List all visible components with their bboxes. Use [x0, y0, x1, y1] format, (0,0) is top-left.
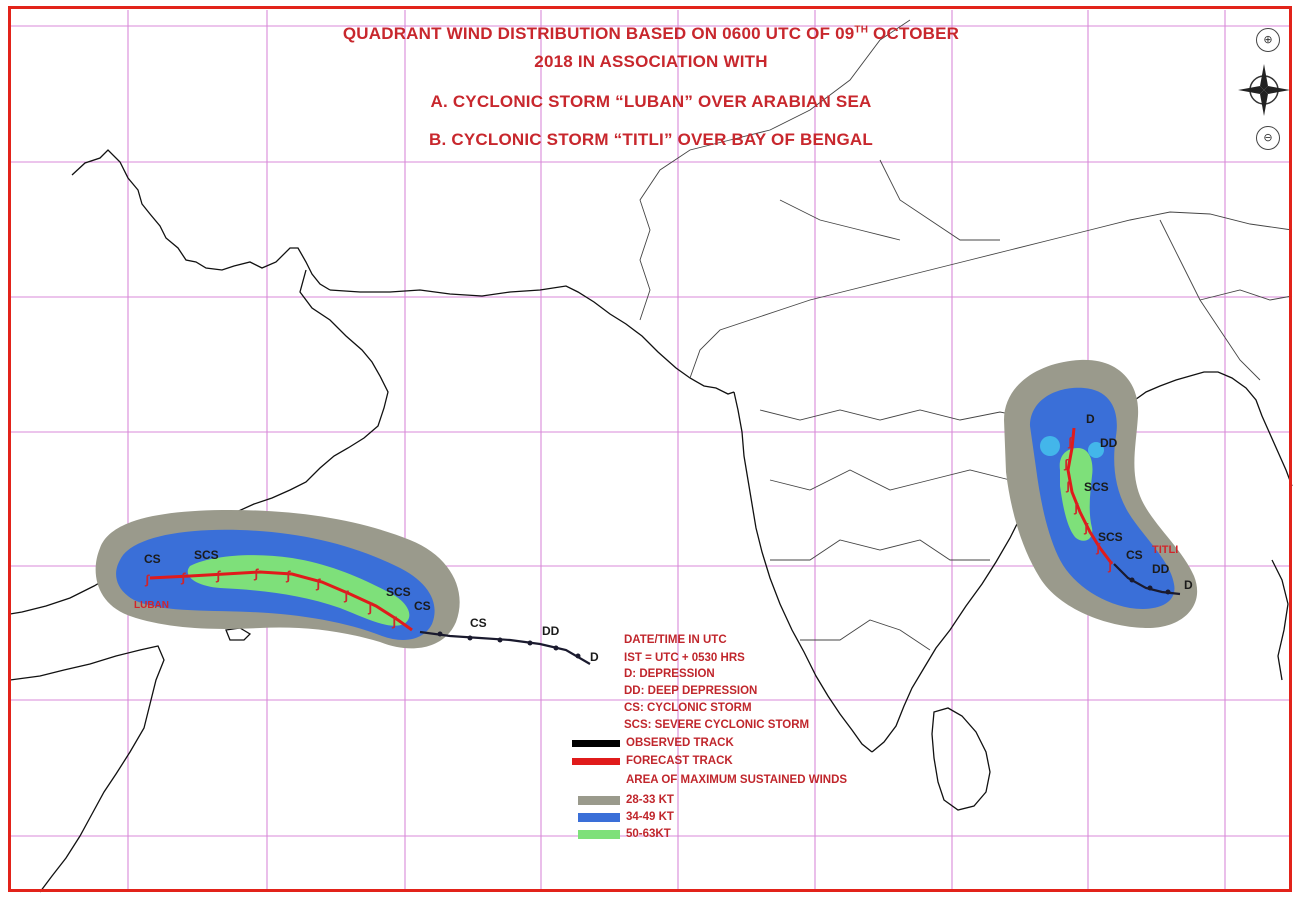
political-boundaries: [639, 19, 1293, 651]
svg-text:ʃ: ʃ: [285, 568, 291, 583]
luban-stage-label: SCS: [386, 585, 411, 599]
compass-rose-icon[interactable]: [1236, 62, 1292, 118]
luban-stage-label: D: [590, 650, 599, 664]
legend-ist-note: IST = UTC + 0530 HRS: [624, 652, 745, 664]
titli-stage-label: D: [1086, 412, 1095, 426]
zoom-out-icon[interactable]: ⊖: [1256, 126, 1280, 150]
arabian-peninsula-coast: [71, 149, 331, 291]
legend-scs-def: SCS: SEVERE CYCLONIC STORM: [624, 719, 810, 731]
luban-stage-label: DD: [542, 624, 560, 638]
titli-stage-label: DD: [1100, 436, 1118, 450]
legend-band2-label: 34-49 KT: [626, 811, 674, 823]
title-line-3: A. CYCLONIC STORM “LUBAN” OVER ARABIAN S…: [430, 92, 872, 111]
titli-band-34-49: [1030, 387, 1175, 609]
titli-stage-label: DD: [1152, 562, 1170, 576]
svg-text:ʃ: ʃ: [144, 572, 150, 587]
titli-stage-label: SCS: [1084, 480, 1109, 494]
legend-dd-def: DD: DEEP DEPRESSION: [624, 685, 758, 697]
iran-pakistan-coast: [329, 285, 735, 395]
forecast-track-swatch: [572, 758, 620, 765]
legend-swatches: [572, 740, 620, 839]
title-line-4: B. CYCLONIC STORM “TITLI” OVER BAY OF BE…: [429, 130, 873, 149]
titli-blue-patch-2: [1088, 442, 1104, 458]
luban-wind-area: [95, 510, 460, 649]
svg-text:ʃ: ʃ: [1067, 435, 1073, 449]
svg-text:ʃ: ʃ: [315, 576, 321, 591]
band1-swatch: [578, 796, 620, 805]
luban-stage-label: CS: [414, 599, 431, 613]
luban-observed-track: [419, 630, 591, 665]
legend-forecast-label: FORECAST TRACK: [626, 755, 733, 767]
myanmar-coast: [1271, 559, 1289, 681]
svg-text:ʃ: ʃ: [180, 570, 186, 585]
africa-coast: [9, 645, 165, 893]
titli-blue-patch: [1040, 436, 1060, 456]
luban-name-label: LUBAN: [134, 600, 169, 611]
luban-stage-label: CS: [144, 552, 161, 566]
svg-text:ʃ: ʃ: [1107, 559, 1113, 573]
observed-track-swatch: [572, 740, 620, 747]
titli-stage-label: CS: [1126, 548, 1143, 562]
legend-band1-label: 28-33 KT: [626, 794, 674, 806]
svg-text:ʃ: ʃ: [1095, 541, 1101, 555]
legend-observed-label: OBSERVED TRACK: [626, 737, 734, 749]
titli-stage-label: SCS: [1098, 530, 1123, 544]
india-west-coast: [733, 391, 873, 753]
zoom-in-icon[interactable]: ⊕: [1256, 28, 1280, 52]
svg-text:ʃ: ʃ: [253, 566, 259, 581]
map-frame: [8, 6, 1292, 892]
titli-wind-area: [1004, 359, 1198, 628]
luban-tracks: ʃ ʃ ʃ ʃ ʃ ʃ ʃ ʃ ʃ: [144, 566, 591, 665]
svg-text:ʃ: ʃ: [1063, 457, 1069, 471]
band2-swatch: [578, 813, 620, 822]
title-line-1: QUADRANT WIND DISTRIBUTION BASED ON 0600…: [342, 24, 960, 43]
svg-text:ʃ: ʃ: [367, 600, 373, 615]
luban-stage-label: CS: [470, 616, 487, 630]
luban-forecast-track: [149, 570, 413, 632]
titli-name-label: TITLI: [1152, 544, 1179, 556]
svg-text:ʃ: ʃ: [343, 588, 349, 603]
title-line-2: 2018 IN ASSOCIATION WITH: [534, 52, 768, 71]
titli-stage-label: D: [1184, 578, 1193, 592]
svg-text:ʃ: ʃ: [1073, 501, 1079, 515]
legend-d-def: D: DEPRESSION: [624, 668, 715, 680]
svg-text:ʃ: ʃ: [215, 568, 221, 583]
svg-text:ʃ: ʃ: [391, 614, 397, 629]
legend-band3-label: 50-63KT: [626, 828, 671, 840]
band3-swatch: [578, 830, 620, 839]
legend-area-heading: AREA OF MAXIMUM SUSTAINED WINDS: [626, 774, 848, 786]
svg-text:ʃ: ʃ: [1083, 521, 1089, 535]
luban-stage-label: SCS: [194, 548, 219, 562]
legend-time-note: DATE/TIME IN UTC: [624, 634, 727, 646]
sri-lanka: [931, 707, 991, 811]
titli-forecast-track: [1066, 427, 1114, 565]
svg-text:ʃ: ʃ: [1065, 479, 1071, 493]
legend-cs-def: CS: CYCLONIC STORM: [624, 702, 752, 714]
